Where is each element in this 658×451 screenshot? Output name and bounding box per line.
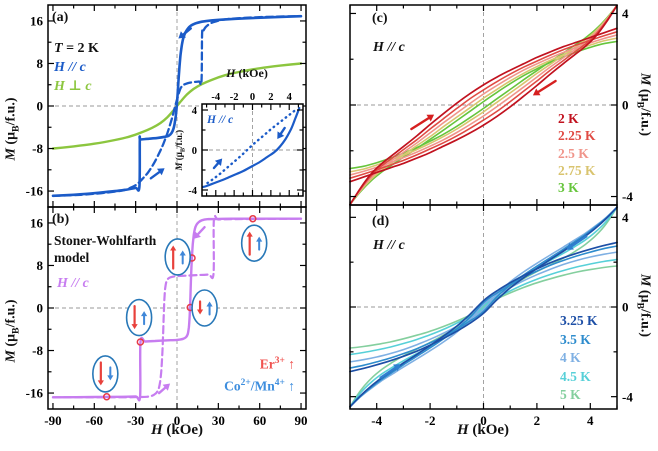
arrow-shaft [212,162,220,170]
tick-label: 16 [30,14,44,29]
state-marker [249,214,257,223]
curve-a-h-par-c-descending [51,14,303,198]
tick-label: -60 [86,413,103,428]
arrow-head [131,324,138,330]
curve-c-2-5-k-mirror [349,4,618,176]
tick-label: -2 [230,92,239,103]
curve-d-4-k-mirror [349,206,618,363]
arrow-shaft [279,126,286,135]
curve-d-3-5-k [349,245,618,408]
panel-d: -4 -2 0 2 4 -4 0 4 [349,204,633,428]
curve-d-3-5-k-mirror [349,206,618,369]
panel-c: -4 0 4 [349,4,633,206]
tick-label: -4 [622,389,633,404]
arrow-head [566,242,574,250]
arrow-head [140,311,148,317]
arrow-head [193,231,201,239]
curve-d-5-k [349,265,618,408]
arrow-head [162,383,171,391]
tick-label: 8 [37,258,44,273]
tick-label: 0 [480,413,487,428]
curve-d-4-k [349,251,618,408]
arrow-shaft [410,116,430,131]
tick-label: -4 [371,413,382,428]
arrow-head [156,168,165,176]
curve-c-2-k-mirror [349,4,618,183]
tick-label: -16 [26,386,44,401]
arrow-head [170,245,177,251]
tick-label: 4 [287,92,293,103]
curve-inset-descending [201,106,301,189]
arrow-shaft [537,79,557,94]
panel-b: -90 -60 -30 0 30 60 90 -16 -8 0 8 16 [26,206,308,428]
arrow-shaft [196,225,206,236]
arrow-head [97,380,104,386]
tick-label: -8 [32,141,43,156]
tick-label: 2 [534,413,541,428]
tick-label: 4 [622,6,629,21]
tick-label: -90 [44,413,61,428]
tick-label: 60 [253,413,266,428]
arrow-head [246,231,253,237]
tick-label: -4 [188,186,197,197]
state-marker [136,338,145,346]
tick-label: -30 [127,413,144,428]
arrow-head [277,131,285,139]
spin-state-ellipse [125,298,153,337]
arrow-shaft [149,170,161,180]
arrow-shaft [379,366,397,379]
spin-state-ellipse [92,355,119,393]
tick-label: -16 [26,184,44,199]
arrow-head [214,158,223,167]
arrow-shaft [157,386,167,395]
arrow-shaft [182,27,192,36]
curve-c-2-25-k-mirror [349,4,618,179]
spin-state-ellipse [240,224,268,262]
tick-label: 0 [37,301,44,316]
tick-label: 0 [192,146,197,157]
arrow-head [196,309,204,315]
tick-label: 90 [295,413,308,428]
tick-label: 0 [622,300,629,315]
arrow-head [107,375,114,381]
curve-c-2-k [349,27,618,206]
tick-label: 0 [37,99,44,114]
arrow-head [178,31,186,39]
tick-label: -2 [425,413,436,428]
tick-label: 0 [250,92,255,103]
tick-label: 16 [30,216,44,231]
arrow-head [256,236,263,242]
tick-label: 0 [174,413,181,428]
curve-c-2-25-k [349,31,618,206]
tick-label: 4 [587,413,594,428]
tick-label: 4 [622,210,629,225]
arrow-shaft [570,235,588,248]
tick-label: 4 [192,106,198,117]
curve-inset-ascending [206,107,299,185]
tick-label: 0 [622,98,629,113]
panel-inset: -4 -2 0 2 4 -4 0 4 [188,92,304,197]
tick-label: -4 [211,92,220,103]
curve-b-model-descending [51,217,303,402]
tick-label: -4 [622,189,633,204]
spin-state-ellipse [164,238,191,276]
tick-label: 8 [37,56,44,71]
tick-label: -8 [32,343,43,358]
state-marker [102,393,111,401]
arrow-head [532,88,541,96]
arrow-head [206,301,213,307]
arrow-head [393,364,401,372]
tick-label: 30 [212,413,225,428]
arrow-head [426,114,435,122]
spin-state-ellipse [191,289,218,327]
tick-label: 2 [268,92,273,103]
curve-b-model-ascending [51,214,303,399]
arrow-head [179,250,186,256]
